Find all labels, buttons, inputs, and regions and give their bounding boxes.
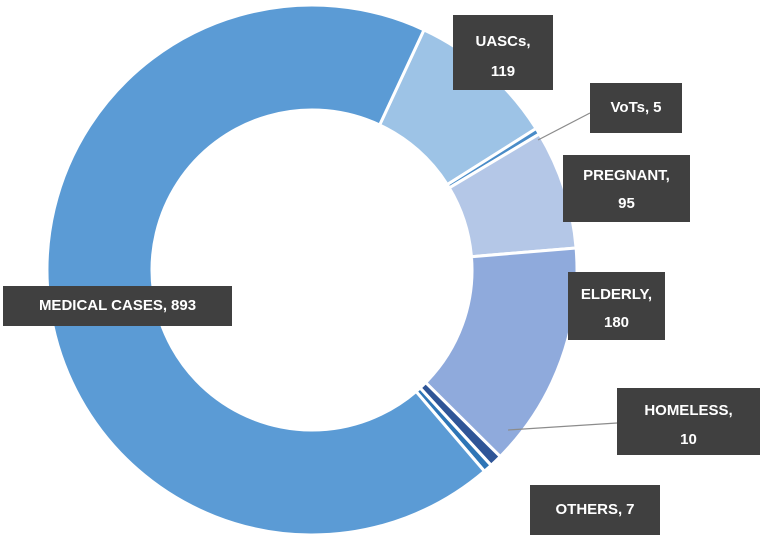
label-category: MEDICAL CASES (39, 297, 163, 314)
label-category: OTHERS (555, 501, 618, 518)
label-text: MEDICAL CASES, 893 (39, 297, 196, 314)
data-label: HOMELESS, 10 (617, 388, 760, 455)
label-text: VoTs, 5 (611, 99, 662, 116)
label-separator: , (163, 297, 167, 314)
label-text: HOMELESS, (644, 402, 732, 419)
label-category: UASCs (475, 33, 526, 50)
data-label: PREGNANT, 95 (563, 155, 690, 222)
label-value: 180 (604, 314, 629, 331)
label-separator: , (618, 501, 622, 518)
leader-line (537, 112, 591, 141)
label-value: 893 (171, 297, 196, 314)
data-label: VoTs, 5 (590, 83, 682, 133)
label-value: 10 (680, 431, 697, 448)
label-text: UASCs, (475, 33, 530, 50)
label-box (563, 155, 690, 222)
data-label: MEDICAL CASES, 893 (3, 286, 232, 326)
label-box (530, 485, 660, 535)
label-separator: , (645, 99, 649, 116)
data-label: ELDERLY, 180 (568, 272, 665, 340)
label-value: 95 (618, 195, 635, 212)
label-box (568, 272, 665, 340)
label-value: 5 (653, 99, 661, 116)
data-label: OTHERS, 7 (530, 485, 660, 535)
leader-line (507, 422, 618, 431)
label-text: ELDERLY, (581, 286, 652, 303)
label-text: OTHERS, 7 (555, 501, 634, 518)
donut-slice (45, 3, 487, 537)
label-box (453, 15, 553, 90)
label-value: 119 (491, 63, 515, 80)
label-separator: , (648, 286, 652, 303)
label-category: PREGNANT (583, 167, 667, 184)
label-text: PREGNANT, (583, 167, 670, 184)
label-value: 7 (626, 501, 634, 518)
data-label: UASCs, 119 (453, 15, 553, 90)
label-box (3, 286, 232, 326)
label-box (617, 388, 760, 455)
label-separator: , (666, 167, 670, 184)
label-category: ELDERLY (581, 286, 650, 303)
label-box (590, 83, 682, 133)
label-category: VoTs (611, 99, 645, 116)
label-separator: , (526, 33, 530, 50)
label-separator: , (729, 402, 733, 419)
label-category: HOMELESS (644, 402, 728, 419)
